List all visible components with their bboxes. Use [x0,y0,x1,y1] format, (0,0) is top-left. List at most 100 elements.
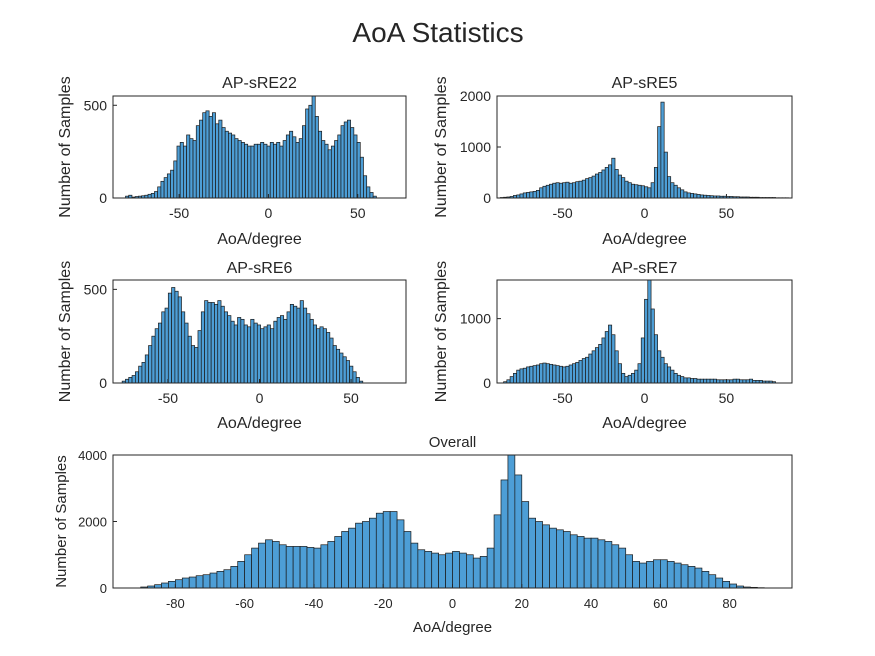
chart-p3-bar-26 [207,302,212,384]
chart-p1-bar-49 [282,140,287,199]
chart-p3-bar-52 [293,305,298,384]
chart-p2-bar-56 [683,191,688,199]
chart-p5-bar-68 [611,544,620,589]
chart-p5-bar-84 [722,580,730,589]
chart-p4-ytick-label-0: 0 [483,375,491,391]
chart-p5-bar-82 [708,574,717,589]
chart-p4-bar-71 [735,378,740,384]
chart-p5-bar-54 [514,474,523,589]
chart-p2-bar-33 [608,164,613,199]
chart-p5-bar-22 [292,546,301,589]
chart-p1-bar-38 [247,145,252,199]
chart-p5-bar-52 [500,479,509,589]
chart-p2-bar-6 [519,193,524,199]
chart-p1-xtick-label-1: 0 [265,205,273,221]
chart-p4-bar-37 [624,376,629,384]
chart-p3-bar-71 [355,377,360,384]
chart-p4-bar-21 [572,363,577,384]
chart-p5-bar-51 [493,514,502,589]
chart-p5-bar-29 [341,531,349,589]
chart-p5-bar-73 [646,561,654,589]
chart-p1-bar-16 [176,145,181,199]
chart-p4-bar-58 [693,378,698,384]
chart-p1-xtick-label-2: 50 [350,205,366,221]
chart-p3-bar-11 [158,322,163,384]
chart-p3-bar-21 [191,345,196,384]
chart-p3-bar-24 [200,311,205,384]
chart-p1-bar-53 [295,142,300,199]
chart-p1-bar-45 [269,142,274,199]
chart-p3-bar-49 [283,318,288,384]
chart-p3-bar-68 [345,360,350,384]
chart-p3-bar-65 [336,348,341,384]
chart-p5-bar-64 [583,537,592,589]
chart-p4-bar-57 [690,378,695,384]
chart-p5-bar-30 [348,527,356,589]
chart-p4-bar-64 [712,378,717,384]
chart-p3-bar-44 [266,324,271,384]
chart-p5-bar-50 [486,547,495,589]
chart-p5-bar-10 [209,572,218,589]
chart-p3-bar-39 [250,318,255,384]
chart-p2-bar-42 [637,184,642,199]
chart-p5-bar-6 [181,577,190,589]
chart-p2-ylabel: Number of Samples [433,76,450,217]
chart-p2-bar-55 [680,189,685,199]
chart-p3-ytick-label-1: 500 [84,281,108,297]
chart-p1-bar-50 [285,134,290,199]
chart-p1-bar-37 [244,143,249,199]
chart-p3-bar-3 [131,375,136,384]
chart-p3-bar-58 [312,324,317,384]
chart-p1-bar-75 [366,186,371,199]
chart-p3-bar-16 [174,290,179,384]
chart-p3-bar-22 [194,347,199,384]
chart-p4-bar-46 [653,334,658,384]
chart-p3-bar-13 [164,307,169,384]
chart-p3-title: AP-sRE6 [227,260,293,277]
chart-p3-bar-1 [125,378,130,384]
chart-p1-bar-21 [192,140,197,199]
chart-p3-bar-31 [223,311,228,384]
chart-p3-xtick-label-2: 50 [343,390,359,406]
chart-p2-bar-35 [614,169,619,199]
chart-p2-bar-25 [581,179,586,199]
chart-p1-bar-24 [202,112,207,199]
chart-p4-bar-54 [680,376,685,384]
chart-p2-bar-7 [522,192,527,199]
chart-p2-bar-21 [568,182,573,199]
chart-p4-bar-16 [555,365,560,384]
chart-p5-bar-61 [563,531,571,589]
chart-p2-bar-27 [588,177,593,199]
chart-p1-bar-44 [266,145,271,199]
chart-p2-bar-8 [526,192,531,199]
chart-p4-xtick-label-2: 50 [719,390,735,406]
chart-p5-bar-4 [168,580,176,589]
chart-p4-bar-20 [568,364,573,384]
chart-p4-bar-50 [667,366,672,384]
chart-p5-bar-60 [556,529,564,589]
chart-p1-bar-40 [253,143,258,199]
chart-p4-bar-30 [601,337,606,384]
chart-p5-bar-41 [424,551,433,589]
chart-p4-bar-52 [673,372,678,384]
chart-p3-bar-34 [233,324,238,384]
chart-p3-bar-42 [260,328,265,384]
chart-p2-bar-30 [598,172,603,199]
chart-p4-bar-33 [611,334,616,384]
chart-p1-title: AP-sRE22 [222,75,297,92]
chart-p4-bar-6 [522,367,527,384]
chart-p4-bar-7 [526,366,531,384]
chart-p3-bar-9 [151,335,156,384]
chart-p4-bar-23 [578,360,583,384]
chart-p2-bar-16 [552,182,557,199]
chart-p2-xlabel: AoA/degree [602,231,687,248]
chart-p1-bar-57 [308,104,313,199]
chart-p5-bar-48 [472,557,481,589]
chart-p3-bar-8 [148,345,153,384]
chart-p3-bar-46 [273,320,278,384]
chart-p3-bar-6 [141,362,146,384]
chart-p4-bar-53 [676,374,681,384]
chart-p1-bar-11 [160,180,165,199]
chart-p5-bar-63 [576,536,585,589]
